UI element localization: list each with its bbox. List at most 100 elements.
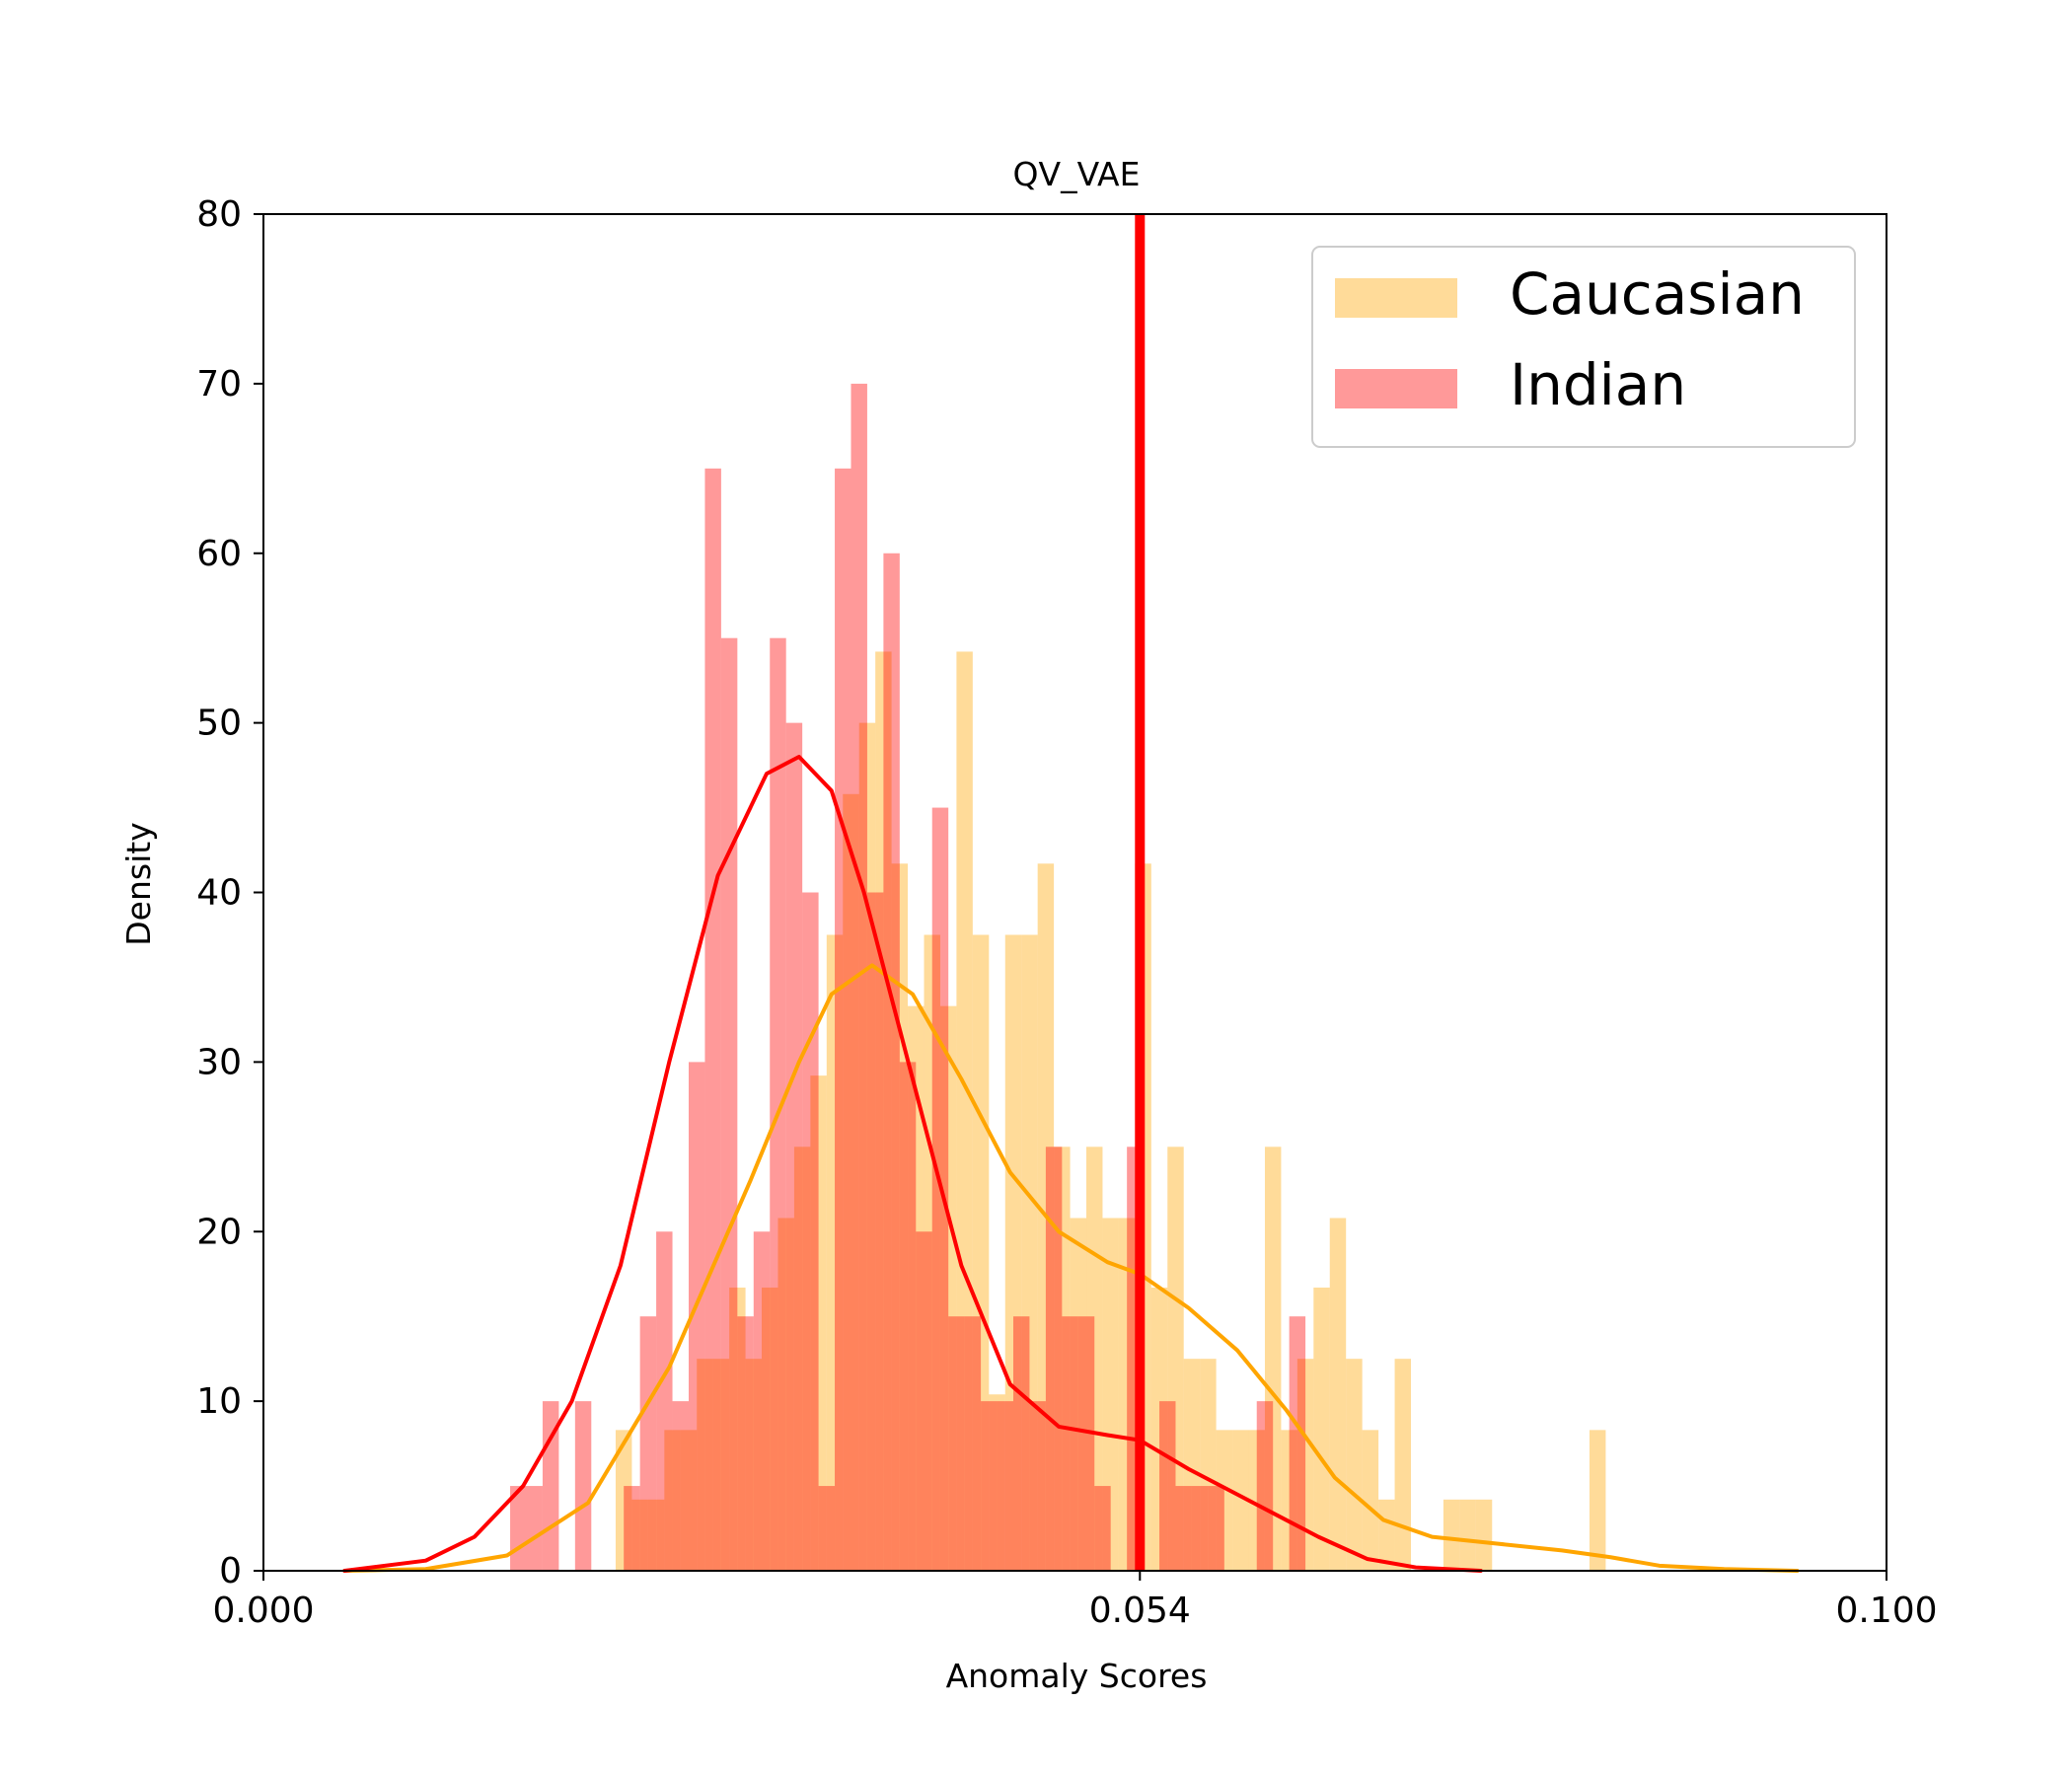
bar-indian [785,722,803,1572]
y-tick-label: 0 [219,1551,242,1591]
bar-indian [688,1062,705,1572]
bar-indian [770,637,786,1571]
bar-indian [1077,1316,1095,1571]
y-tick-label: 40 [196,873,242,914]
y-tick-label: 50 [196,703,242,744]
bars-layer [510,383,1606,1572]
bar-caucasian [989,1394,1005,1571]
bar-caucasian [745,1359,763,1571]
bar-caucasian [1054,1147,1071,1571]
bar-indian [526,1486,543,1571]
x-tick-label: 0.054 [1089,1591,1191,1631]
bar-indian [981,1401,998,1572]
bar-caucasian [1021,934,1038,1571]
bar-indian [639,1316,657,1571]
bar-indian [574,1401,592,1572]
bar-indian [1256,1401,1274,1572]
y-tick-label: 30 [196,1042,242,1082]
legend-label-indian: Indian [1510,351,1686,418]
bar-caucasian [1004,934,1022,1571]
bar-caucasian [647,1499,665,1571]
bar-caucasian [972,934,990,1571]
bar-caucasian [939,1005,957,1571]
bar-caucasian [810,1075,827,1572]
y-tick-label: 70 [196,364,242,405]
chart-title: QV_VAE [1013,155,1141,193]
bar-indian [851,383,867,1572]
bar-caucasian [1232,1430,1249,1571]
bar-caucasian [1216,1430,1233,1571]
bar-caucasian [697,1359,713,1571]
bar-indian [753,1231,771,1571]
bar-caucasian [1394,1359,1412,1571]
bar-indian [802,892,819,1571]
bar-caucasian [908,1005,925,1571]
bar-indian [704,468,721,1571]
bar-caucasian [1362,1430,1379,1571]
bar-caucasian [712,1359,730,1571]
bar-indian [720,637,738,1571]
bar-caucasian [1281,1430,1297,1571]
bar-caucasian [1102,1218,1119,1571]
bar-caucasian [762,1287,778,1571]
bar-caucasian [664,1430,681,1571]
legend-swatch-caucasian [1335,278,1457,318]
bar-caucasian [1183,1359,1201,1571]
bar-indian [672,1401,689,1572]
bar-indian [1045,1147,1063,1571]
bar-indian [948,1316,965,1571]
y-tick-label: 20 [196,1212,242,1252]
legend-swatch-indian [1335,369,1457,408]
bar-caucasian [1070,1218,1087,1571]
bar-caucasian [1296,1359,1314,1571]
bar-indian [1289,1316,1306,1571]
bar-indian [1012,1316,1030,1571]
bar-caucasian [777,1218,794,1571]
kde-line-caucasian [342,963,1800,1573]
y-axis-label: Density [119,822,158,945]
bar-caucasian [1459,1499,1476,1571]
bar-caucasian [1264,1147,1282,1571]
bar-caucasian [729,1287,746,1571]
x-tick-label: 0.000 [212,1591,314,1631]
bar-indian [737,1316,754,1571]
bar-caucasian [924,934,940,1571]
bar-caucasian [1329,1218,1347,1571]
bar-caucasian [1200,1359,1217,1571]
bar-caucasian [1118,1218,1136,1571]
bar-indian [866,892,884,1571]
bar-caucasian [1313,1287,1330,1571]
bar-caucasian [1589,1430,1606,1571]
bar-caucasian [680,1430,698,1571]
legend-label-caucasian: Caucasian [1510,260,1805,328]
bar-indian [916,1231,932,1571]
bar-indian [1159,1401,1176,1572]
bar-caucasian [875,651,892,1571]
bar-caucasian [1475,1499,1493,1571]
x-axis-label: Anomaly Scores [946,1657,1208,1695]
axes-layer: 0.000 0.054 0.100 0 10 20 30 40 50 60 70 80 [196,194,1937,1631]
bar-caucasian [843,793,859,1571]
bar-caucasian [1150,1287,1168,1571]
y-tick-label: 60 [196,534,242,574]
bar-caucasian [1443,1499,1460,1571]
y-tick-label: 80 [196,194,242,235]
bar-indian [1029,1401,1046,1572]
bar-indian [1191,1486,1209,1571]
x-tick-label: 0.100 [1835,1591,1937,1631]
kde-line-indian [342,755,1483,1573]
kde-layer [342,755,1800,1573]
y-tick-label: 10 [196,1381,242,1422]
bar-indian [883,553,900,1571]
legend: Caucasian Indian [1311,246,1856,448]
bar-indian [899,1062,917,1572]
legend-frame [1311,246,1856,448]
bar-indian [835,468,851,1571]
bar-indian [1062,1316,1078,1571]
bar-caucasian [615,1430,632,1571]
bar-caucasian [956,651,973,1571]
bar-indian [1094,1486,1111,1571]
bar-indian [997,1401,1013,1572]
bar-indian [1175,1486,1192,1571]
